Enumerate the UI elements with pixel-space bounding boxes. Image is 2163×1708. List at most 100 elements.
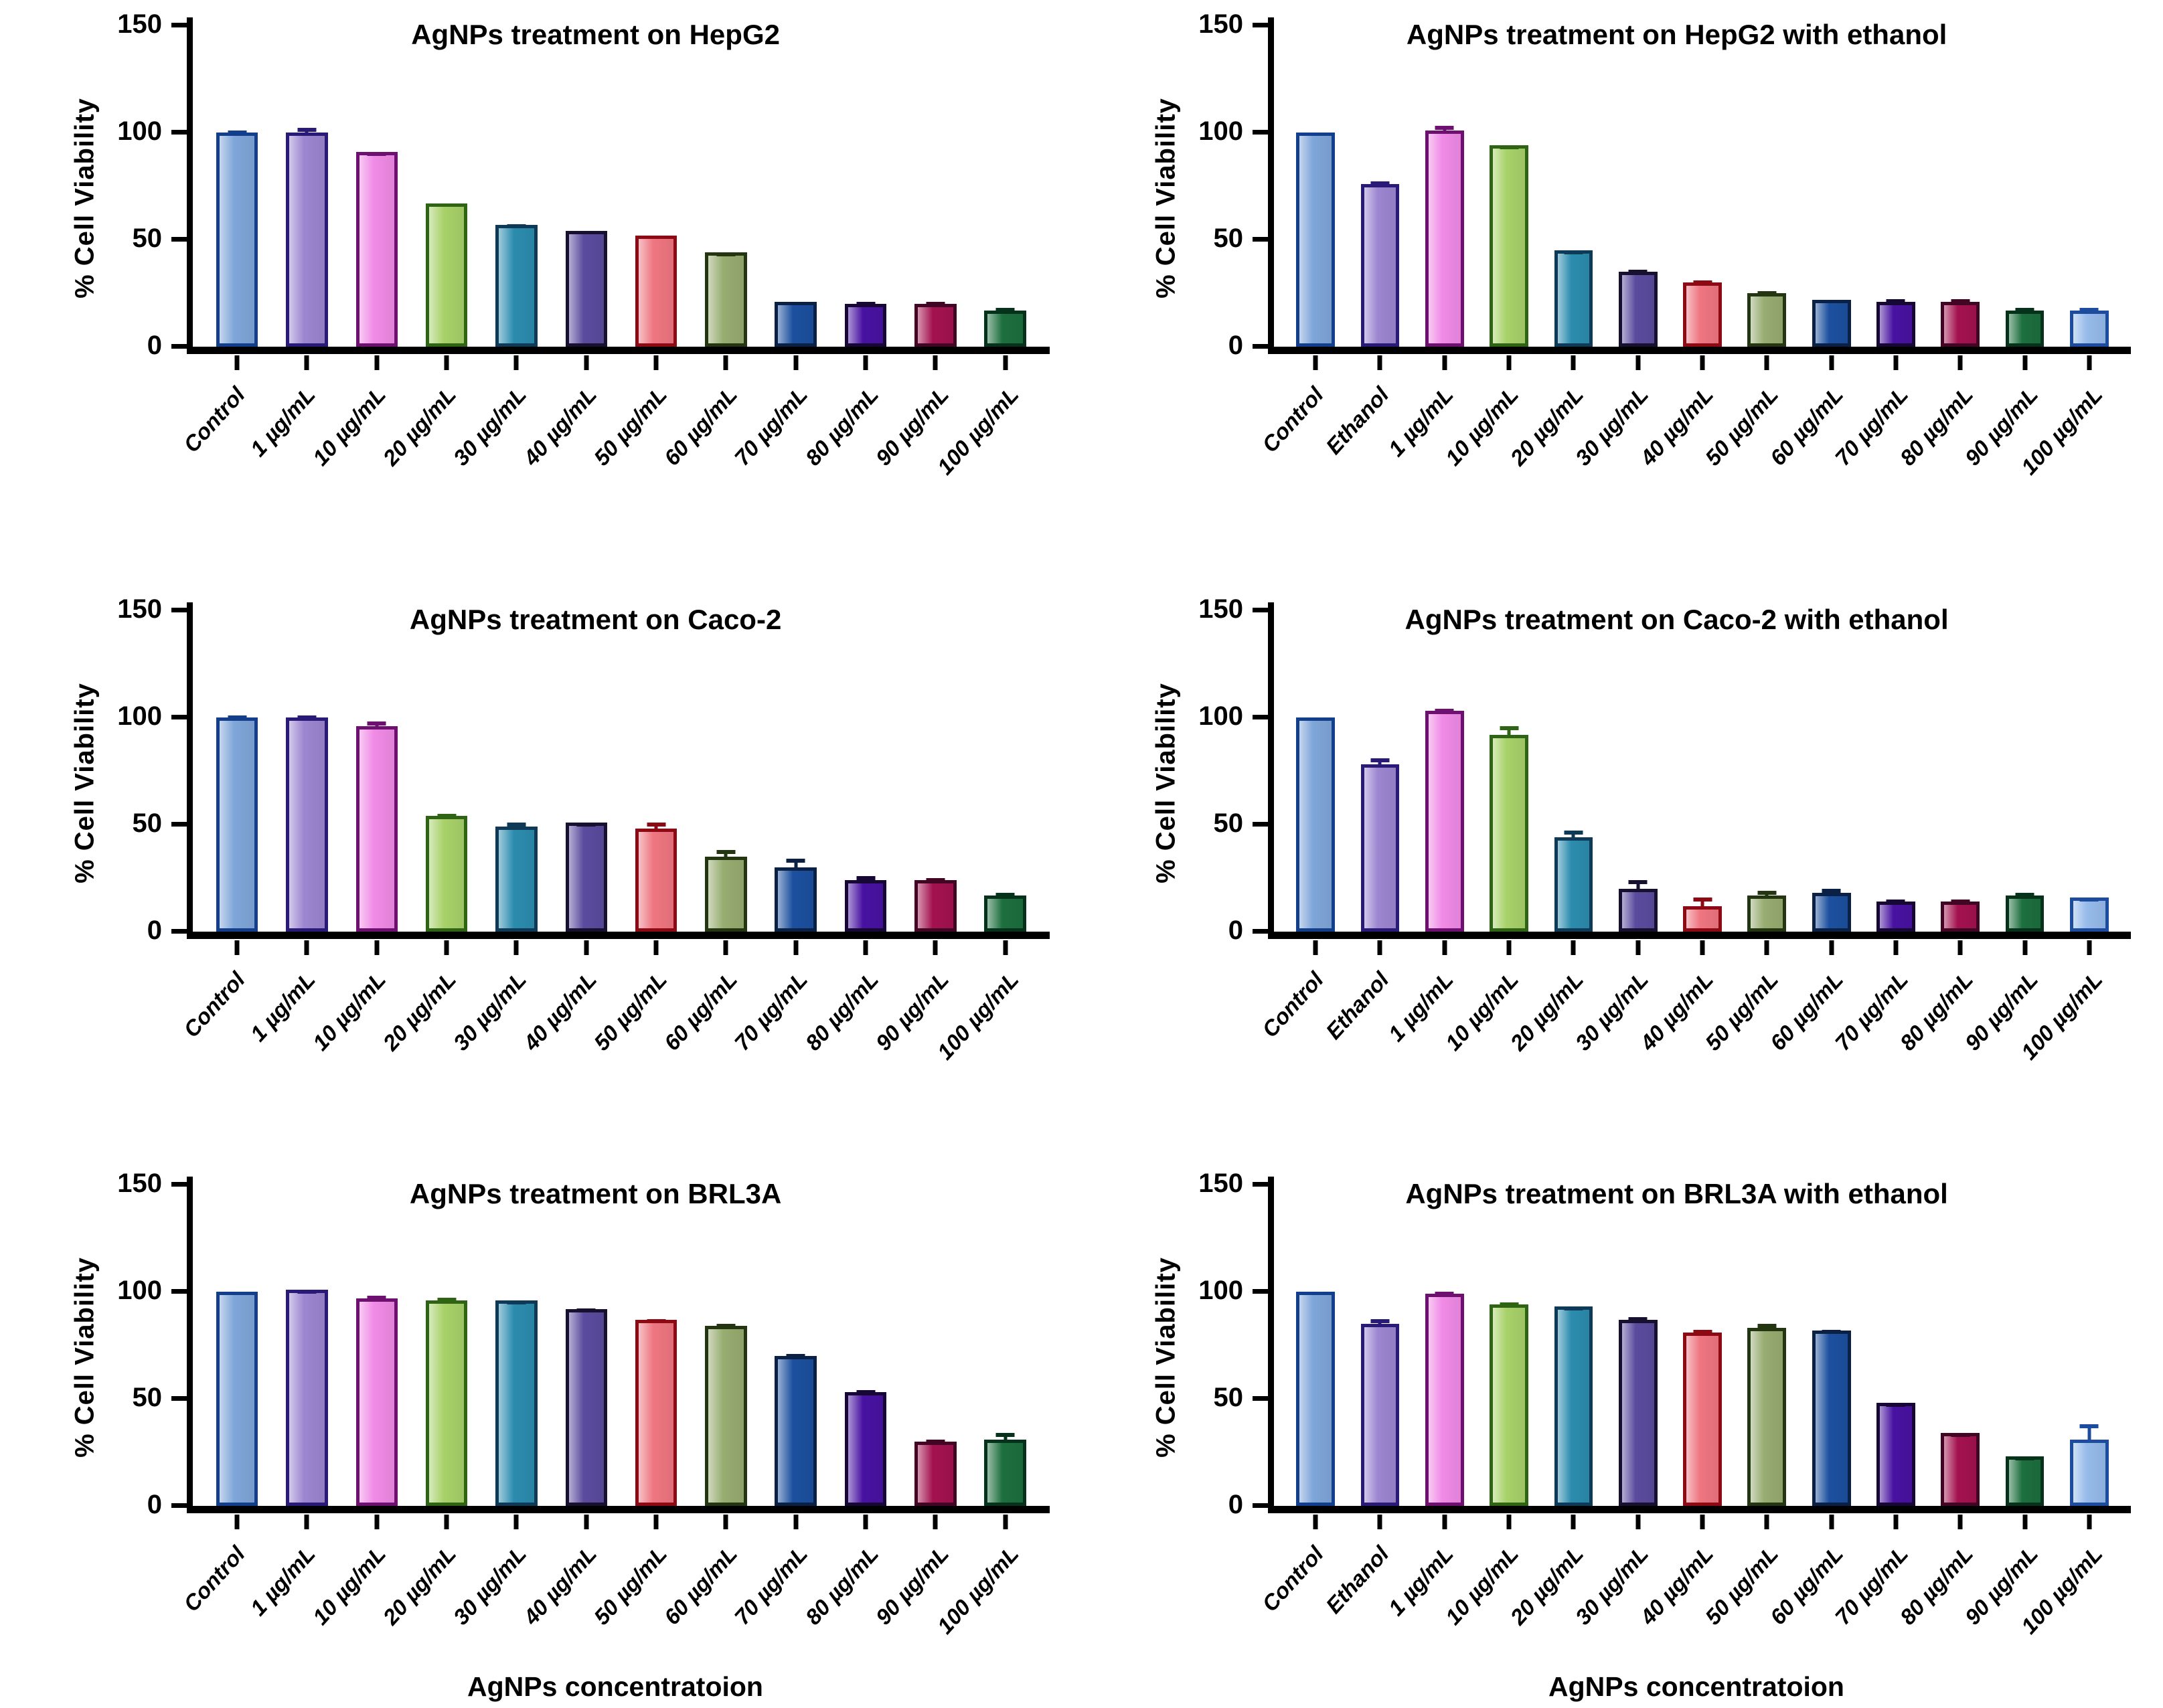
bar-slot xyxy=(691,17,760,347)
bar-slot xyxy=(1735,17,1799,347)
error-bar-cap xyxy=(786,859,805,863)
error-bar xyxy=(926,877,945,884)
y-tick-label: 150 xyxy=(1198,594,1243,624)
error-bar xyxy=(786,859,805,871)
bar-slot xyxy=(202,602,272,932)
bar-ethanol xyxy=(1360,758,1400,932)
bar-80-µg/ml xyxy=(844,1390,887,1506)
bar-slot xyxy=(481,1177,551,1506)
bar-slot xyxy=(1799,602,1864,932)
error-bar xyxy=(1435,126,1454,134)
error-bar-cap xyxy=(1628,269,1648,274)
error-bar xyxy=(716,850,736,860)
bar-1-µg/ml xyxy=(286,128,328,347)
error-bar xyxy=(576,1308,596,1313)
error-bar xyxy=(1757,1323,1777,1332)
y-tick xyxy=(171,237,193,242)
bar-slot xyxy=(761,602,831,932)
bar-slot xyxy=(2057,602,2121,932)
bar-10-µg/ml xyxy=(1490,1302,1528,1506)
error-bar xyxy=(1370,181,1390,187)
error-bar-cap xyxy=(1370,1319,1390,1324)
chart-panel-brl3a-ethanol: % Cell Viability AgNPs treatment on BRL3A… xyxy=(1081,1138,2163,1708)
error-bar xyxy=(367,721,386,730)
bar-70-µg/ml xyxy=(1876,899,1915,932)
y-tick xyxy=(171,822,193,827)
plot: AgNPs treatment on HepG2 with ethanol 0 50… xyxy=(1198,9,2131,360)
error-bar xyxy=(507,224,526,229)
bar-slot xyxy=(1928,602,1992,932)
x-tick-label: Control xyxy=(1257,1541,1328,1616)
error-bar-cap xyxy=(576,1308,596,1313)
error-bar-cap xyxy=(1693,280,1712,284)
error-bar xyxy=(647,1319,666,1324)
bar-slot xyxy=(1283,17,1348,347)
x-label-cell: 100 µg/mL xyxy=(933,1541,1040,1683)
y-tick-label: 150 xyxy=(1198,1169,1243,1198)
y-tick-label: 100 xyxy=(117,701,162,731)
x-label-cell: 100 µg/mL xyxy=(2016,1541,2121,1683)
bar-slot xyxy=(1477,17,1541,347)
y-tick-label: 150 xyxy=(117,9,162,39)
x-label-cell: 100 µg/mL xyxy=(2016,967,2121,1109)
bars xyxy=(193,1177,1050,1506)
plot-area: AgNPs treatment on BRL3A with ethanol 0 50… xyxy=(1198,1169,2131,1703)
error-bar-cap xyxy=(1435,1291,1454,1296)
bar-30-µg/ml xyxy=(1618,1317,1658,1506)
error-bar xyxy=(995,1433,1015,1443)
x-label-cell: 100 µg/mL xyxy=(933,382,1040,524)
bar-slot xyxy=(1348,17,1412,347)
error-bar-cap xyxy=(1822,888,1841,893)
bar-80-µg/ml xyxy=(1941,299,1980,347)
bar-slot xyxy=(971,1177,1040,1506)
error-bar-cap xyxy=(1435,126,1454,131)
bar-slot xyxy=(1864,1177,1928,1506)
error-bar xyxy=(995,893,1015,899)
error-bar xyxy=(1822,1330,1841,1335)
bar-90-µg/ml xyxy=(914,877,957,932)
y-axis-label: % Cell Viability xyxy=(64,1177,106,1525)
plot: AgNPs treatment on Caco-2 with ethanol 0 5… xyxy=(1198,594,2131,945)
error-bar xyxy=(2015,308,2034,314)
error-bar-cap xyxy=(995,893,1015,898)
bar-ethanol xyxy=(1360,181,1400,347)
error-bar-cap xyxy=(716,1323,736,1328)
y-tick-label: 150 xyxy=(117,1169,162,1198)
y-axis-label-text: % Cell Viability xyxy=(1151,1257,1181,1458)
x-labels: Control Ethanol 1 µg/mL 10 µg/mL 20 µg/mL 30 … xyxy=(1257,967,2131,1109)
bar-slot xyxy=(1606,602,1670,932)
error-bar-cap xyxy=(1886,899,1905,904)
error-bar xyxy=(647,822,666,833)
error-bar-cap xyxy=(437,813,457,818)
bar-slot xyxy=(412,1177,481,1506)
error-bar-cap xyxy=(716,850,736,855)
y-axis-label: % Cell Viability xyxy=(1145,602,1188,950)
y-axis-label-text: % Cell Viability xyxy=(70,1257,100,1458)
bar-slot xyxy=(1992,602,2057,932)
plot: AgNPs treatment on HepG2 0 50 100 150 xyxy=(117,9,1050,360)
error-bar-cap xyxy=(647,822,666,827)
bar-slot xyxy=(761,17,831,347)
y-tick-label: 0 xyxy=(1228,916,1243,945)
error-bar xyxy=(1693,1330,1712,1336)
error-bar-cap xyxy=(647,1319,666,1324)
error-bar xyxy=(1822,888,1841,897)
bar-10-µg/ml xyxy=(1490,725,1528,932)
error-bar xyxy=(1370,1319,1390,1327)
error-bar xyxy=(1628,880,1648,892)
error-bar xyxy=(926,1439,945,1445)
bars xyxy=(1274,1177,2131,1506)
bar-30-µg/ml xyxy=(1618,269,1658,347)
bar-40-µg/ml xyxy=(1683,280,1722,347)
bar-slot xyxy=(412,602,481,932)
y-tick-label: 50 xyxy=(132,808,163,838)
error-bar xyxy=(716,1323,736,1330)
bar-100-µg/ml xyxy=(984,1433,1027,1506)
chart-panel-hepg2-ethanol: % Cell Viability AgNPs treatment on HepG2… xyxy=(1081,0,2163,569)
error-bar-cap xyxy=(716,252,736,257)
error-bar xyxy=(2015,1456,2034,1461)
bar-slot xyxy=(971,17,1040,347)
error-bar xyxy=(1951,899,1970,906)
bar-40-µg/ml xyxy=(565,231,608,347)
error-bar-cap xyxy=(1693,897,1712,902)
